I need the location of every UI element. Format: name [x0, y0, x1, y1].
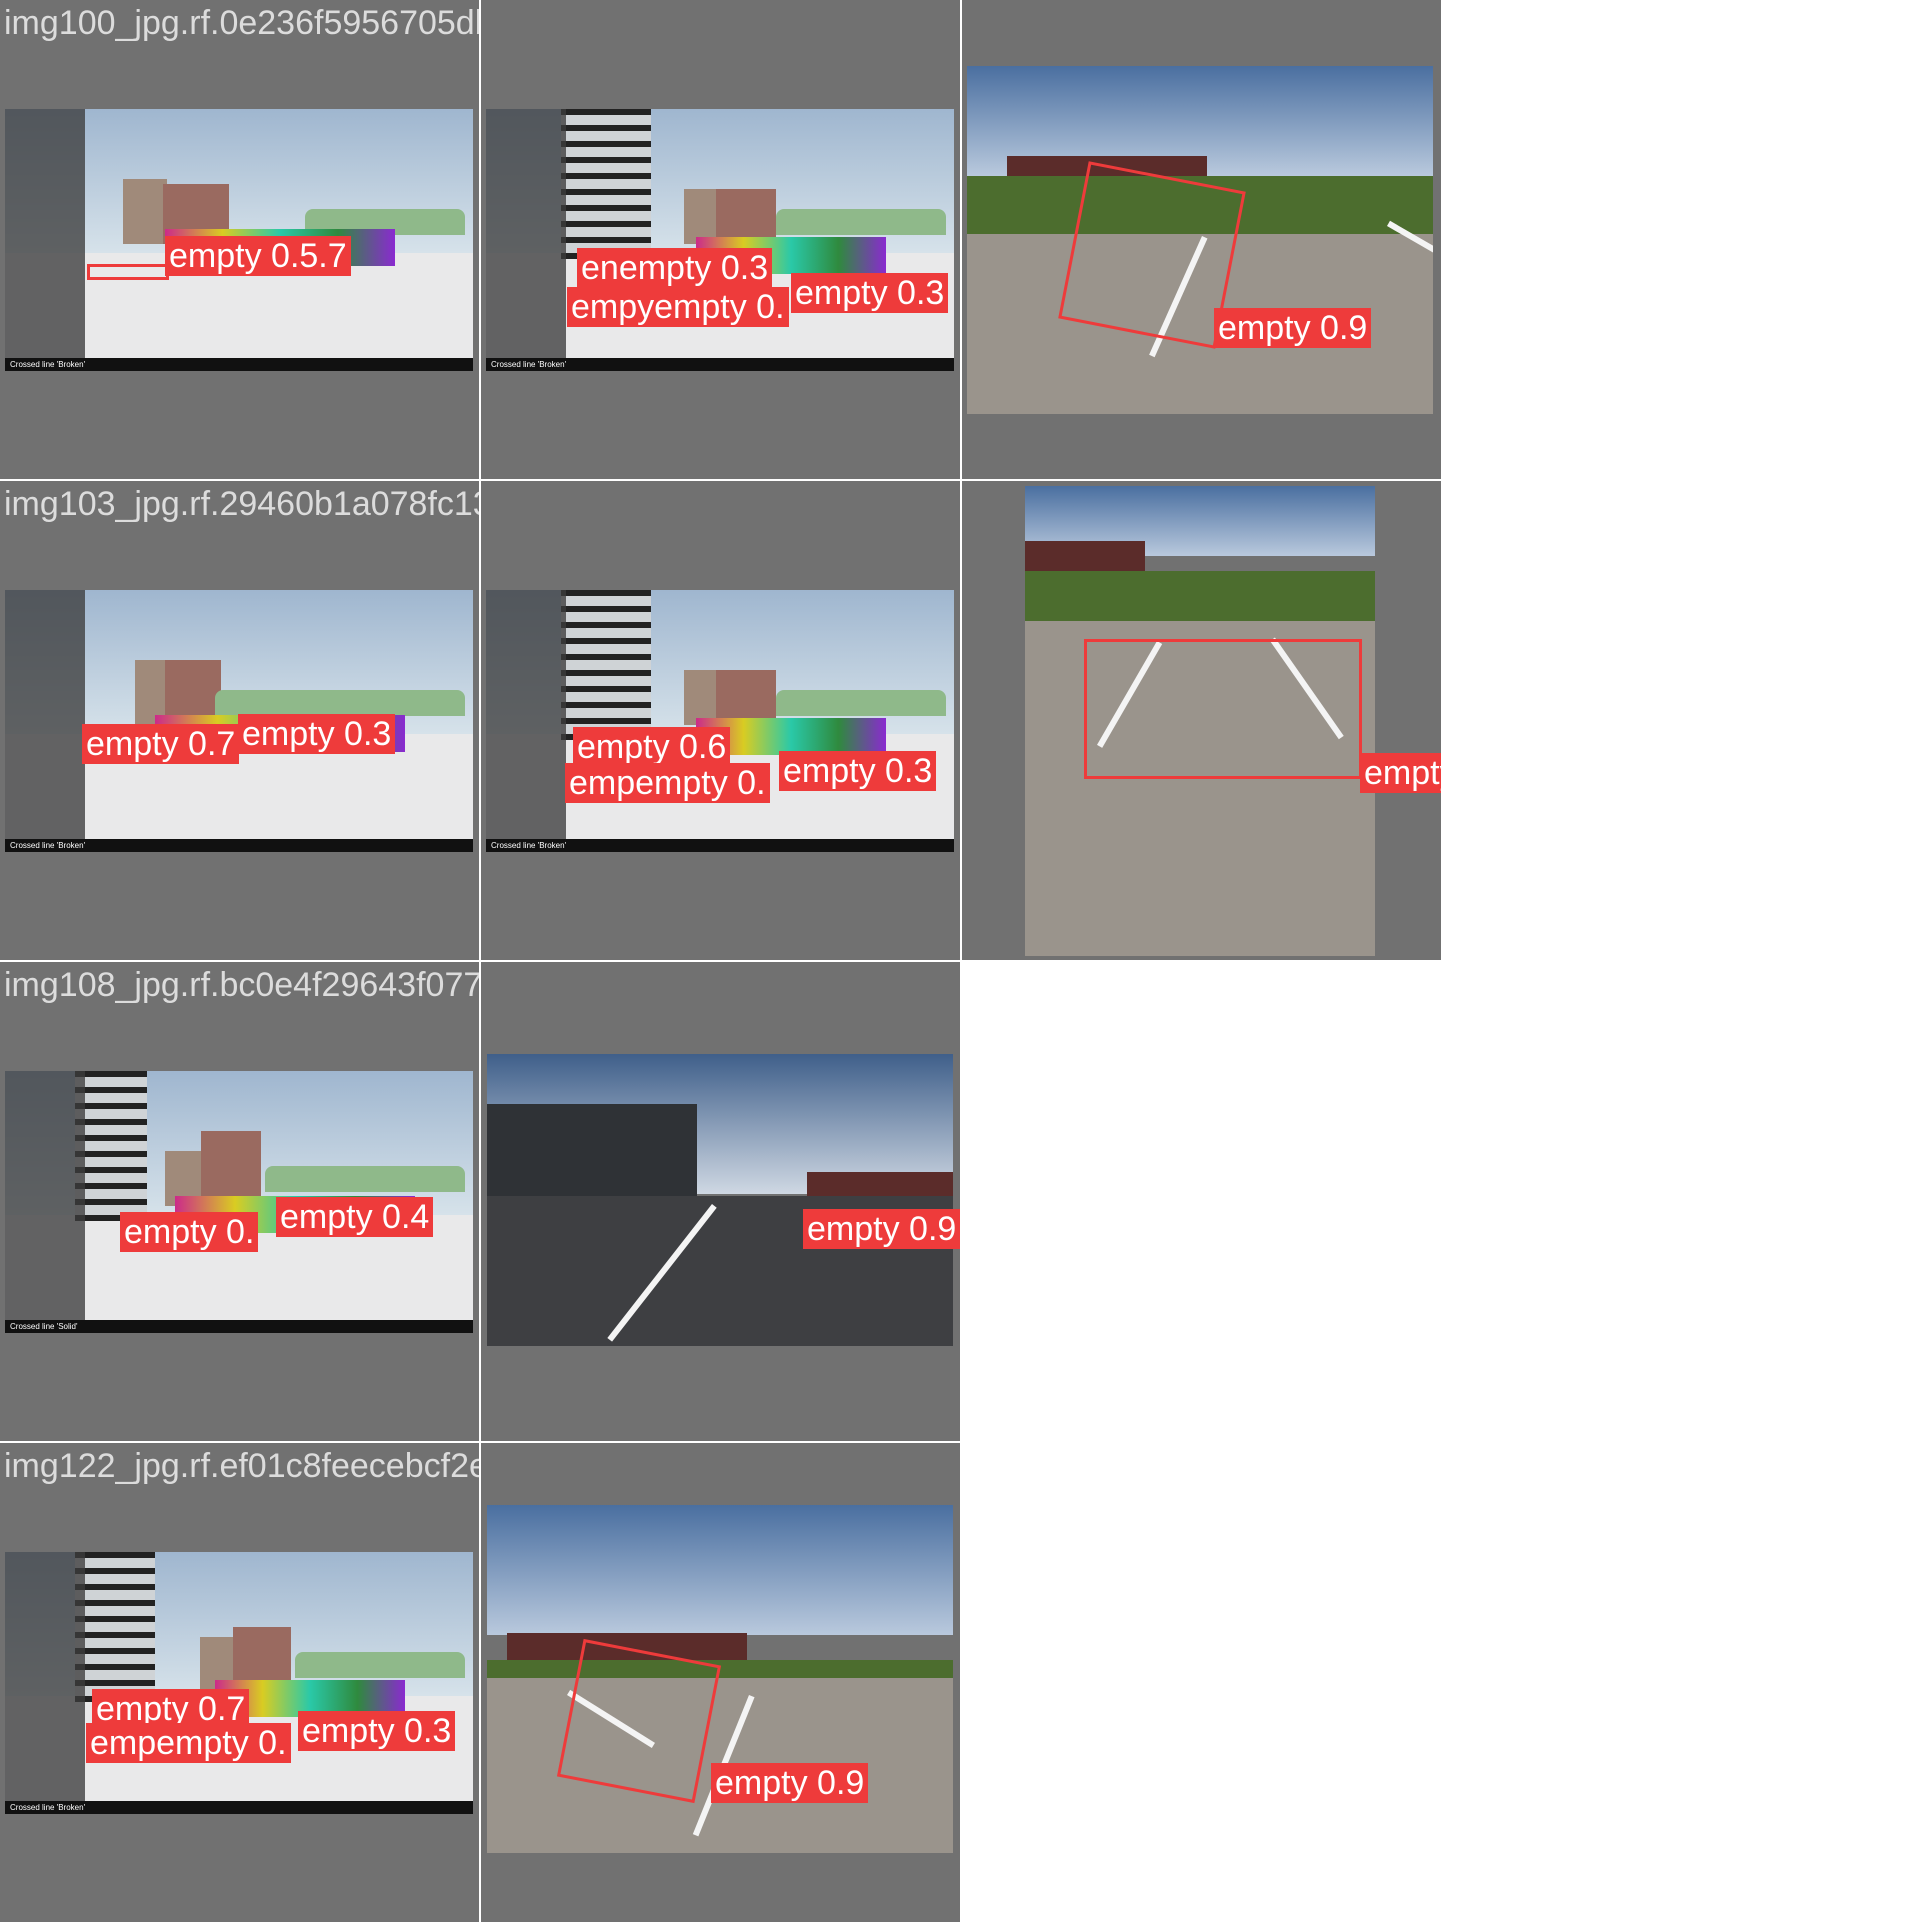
tile-title: img122_jpg.rf.ef01c8feecebcf2ef3fc_659f6… — [4, 1447, 479, 1485]
grid-tile-10: empty 0.9 — [481, 1443, 960, 1922]
grid-tile-8: empty 0.9 — [481, 962, 960, 1441]
detection-label: empty 0.9 — [1214, 308, 1372, 348]
sim-footer: Crossed line 'Broken' — [5, 1801, 473, 1814]
parking-lot-photo — [487, 1054, 953, 1346]
detection-label: empempty 0. — [565, 763, 770, 803]
detection-label: empyempty 0. — [567, 287, 789, 327]
simulator-image: Crossed line 'Broken' — [5, 1552, 473, 1814]
detection-label: empty 0.7 — [82, 724, 240, 764]
detection-label: empty 0.9 — [803, 1209, 960, 1249]
simulator-image: Crossed line 'Broken' — [5, 109, 473, 371]
simulator-image: Crossed line 'Solid' — [5, 1071, 473, 1333]
tile-title: img103_jpg.rf.29460b1a078fc131534jpeaf2e… — [4, 485, 479, 523]
simulator-image: Crossed line 'Broken' — [486, 109, 954, 371]
sim-footer: Crossed line 'Broken' — [486, 358, 954, 371]
tile-title: img108_jpg.rf.bc0e4f29643f0770a501786924… — [4, 966, 479, 1004]
sim-footer: Crossed line 'Broken' — [486, 839, 954, 852]
detection-label: enempty 0.3 — [577, 248, 773, 288]
detection-label: empty 0.3 — [238, 714, 396, 754]
detection-label: empty 0.3 — [298, 1711, 456, 1751]
grid-tile-5: Crossed line 'Broken' empty 0.6 empempty… — [481, 481, 960, 960]
grid-tile-3: empty 0.9 — [962, 0, 1441, 479]
sim-footer: Crossed line 'Broken' — [5, 839, 473, 852]
grid-tile-7: img108_jpg.rf.bc0e4f29643f0770a501786924… — [0, 962, 479, 1441]
detection-label: empty 0.3 — [791, 273, 949, 313]
detection-label: empty 0.4 — [276, 1197, 434, 1237]
detection-label: empty 0.6 — [573, 727, 731, 767]
sim-footer: Crossed line 'Broken' — [5, 358, 473, 371]
detection-label: empty 0.7 — [1360, 753, 1441, 793]
sim-footer: Crossed line 'Solid' — [5, 1320, 473, 1333]
parking-lot-photo — [967, 66, 1433, 414]
detection-label: empty 0.7 — [92, 1689, 250, 1729]
grid-tile-1: img100_jpg.rf.0e236f5956705dbb281187d240… — [0, 0, 479, 479]
tile-title: img100_jpg.rf.0e236f5956705dbb281187d240… — [4, 4, 479, 42]
detection-label: empty 0.5.7 — [165, 236, 351, 276]
grid-tile-6: empty 0.7 — [962, 481, 1441, 960]
grid-tile-9: img122_jpg.rf.ef01c8feecebcf2ef3fc_659f6… — [0, 1443, 479, 1922]
detection-label: empempty 0. — [86, 1723, 291, 1763]
grid-tile-2: Crossed line 'Broken' enempty 0.3 empty … — [481, 0, 960, 479]
detection-box — [556, 1638, 722, 1804]
parking-lot-photo — [1025, 486, 1375, 956]
detection-label: empty 0. — [120, 1212, 259, 1252]
detection-label: empty 0.9 — [711, 1763, 869, 1803]
grid-tile-4: img103_jpg.rf.29460b1a078fc131534jpeaf2e… — [0, 481, 479, 960]
simulator-image: Crossed line 'Broken' — [5, 590, 473, 852]
simulator-image: Crossed line 'Broken' — [486, 590, 954, 852]
parking-lot-photo — [487, 1505, 953, 1853]
detection-label: empty 0.3 — [779, 751, 937, 791]
detection-box — [1084, 639, 1362, 779]
